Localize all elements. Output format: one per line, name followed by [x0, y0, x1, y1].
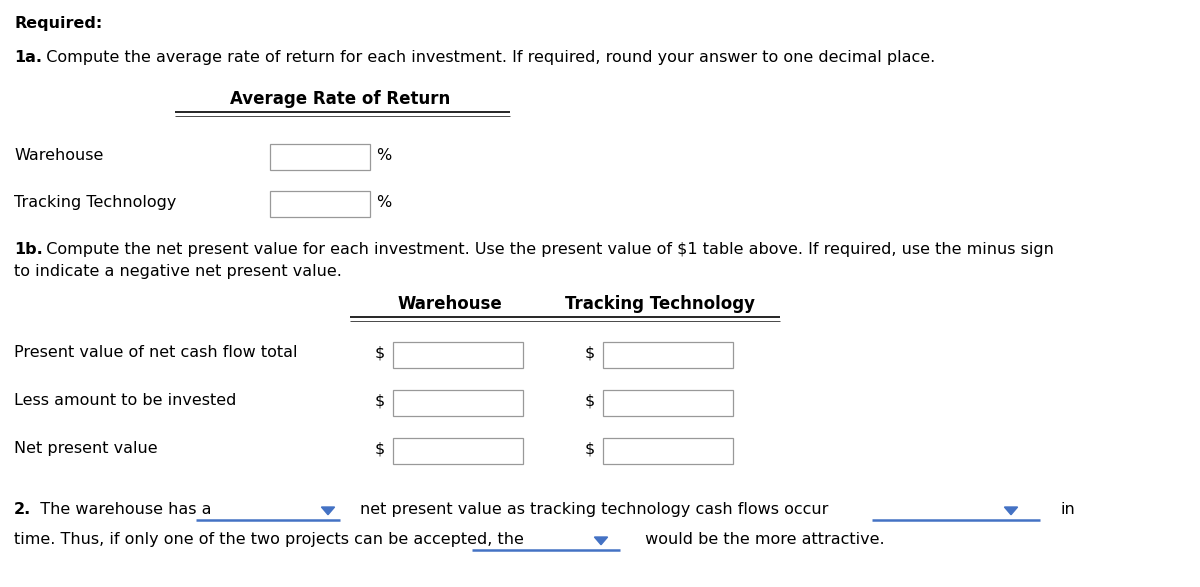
Text: Required:: Required: [14, 16, 102, 31]
Text: $: $ [586, 345, 595, 360]
Text: The warehouse has a: The warehouse has a [30, 502, 211, 517]
FancyBboxPatch shape [270, 144, 370, 170]
Text: $: $ [374, 393, 385, 408]
Text: would be the more attractive.: would be the more attractive. [640, 532, 884, 547]
Text: $: $ [586, 441, 595, 456]
Text: net present value as tracking technology cash flows occur: net present value as tracking technology… [360, 502, 828, 517]
Text: Tracking Technology: Tracking Technology [565, 295, 755, 313]
FancyBboxPatch shape [394, 390, 523, 416]
Text: Net present value: Net present value [14, 441, 157, 456]
FancyBboxPatch shape [604, 390, 733, 416]
Text: 1b.: 1b. [14, 242, 43, 257]
Polygon shape [1004, 507, 1018, 515]
Text: 1a.: 1a. [14, 50, 42, 65]
FancyBboxPatch shape [394, 342, 523, 368]
Text: in: in [1060, 502, 1075, 517]
Text: Compute the average rate of return for each investment. If required, round your : Compute the average rate of return for e… [36, 50, 935, 65]
Polygon shape [322, 507, 335, 515]
Text: $: $ [586, 393, 595, 408]
FancyBboxPatch shape [604, 438, 733, 464]
Text: $: $ [374, 441, 385, 456]
Text: Warehouse: Warehouse [397, 295, 503, 313]
Text: Less amount to be invested: Less amount to be invested [14, 393, 236, 408]
Text: Tracking Technology: Tracking Technology [14, 195, 176, 210]
Text: 2.: 2. [14, 502, 31, 517]
Polygon shape [594, 537, 607, 545]
Text: time. Thus, if only one of the two projects can be accepted, the: time. Thus, if only one of the two proje… [14, 532, 524, 547]
Text: %: % [376, 148, 391, 163]
Text: Present value of net cash flow total: Present value of net cash flow total [14, 345, 298, 360]
Text: Warehouse: Warehouse [14, 148, 103, 163]
Text: %: % [376, 195, 391, 210]
Text: to indicate a negative net present value.: to indicate a negative net present value… [14, 264, 342, 279]
Text: Compute the net present value for each investment. Use the present value of $1 t: Compute the net present value for each i… [36, 242, 1054, 257]
FancyBboxPatch shape [604, 342, 733, 368]
Text: $: $ [374, 345, 385, 360]
Text: Average Rate of Return: Average Rate of Return [230, 90, 450, 108]
FancyBboxPatch shape [394, 438, 523, 464]
FancyBboxPatch shape [270, 191, 370, 217]
